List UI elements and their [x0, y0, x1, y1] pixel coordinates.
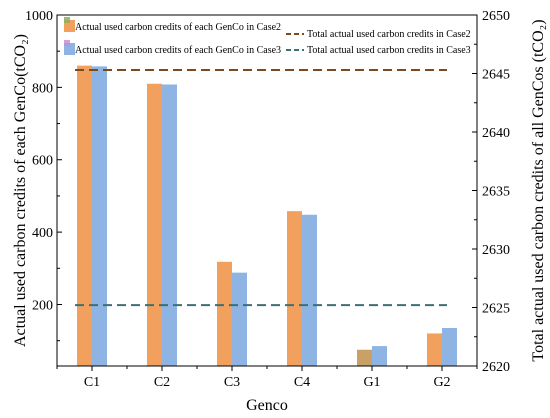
y-right-tick-label: 2635 [482, 185, 510, 200]
legend-label-4: Total actual used carbon credits in Case… [307, 45, 471, 56]
legend-swatch-1 [64, 20, 75, 32]
lines-layer [75, 68, 447, 307]
ticks-layer: 200 400 600 800 1000 2620 2625 2630 2635 2640 2645… [25, 9, 510, 390]
bar-G2-series-2 [442, 328, 457, 366]
bar-C4-series-2 [302, 214, 317, 366]
legend-swatch-accent-3 [64, 40, 70, 46]
legend-swatch-accent-1 [64, 17, 70, 23]
y-right-tick-label: 2640 [482, 126, 510, 141]
x-tick-label: C1 [84, 375, 100, 390]
y-right-tick-label: 2620 [482, 360, 510, 375]
y-right-tick-label: 2630 [482, 243, 510, 258]
y-right-tick-label: 2645 [482, 68, 510, 83]
legend-label-3: Actual used carbon credits of each GenCo… [75, 45, 281, 56]
legend-label-2: Total actual used carbon credits in Case… [307, 29, 471, 40]
bar-C2-series-2 [162, 84, 177, 366]
y-right-tick-label: 2650 [482, 9, 510, 24]
x-tick-label: C4 [294, 375, 310, 390]
bar-C3-series-2 [232, 272, 247, 366]
y-axis-title-left: Actual used carbon credits of each GenCo… [12, 34, 29, 347]
y-right-tick-label: 2625 [482, 302, 510, 317]
plot-frame [56, 14, 478, 367]
bar-C4-series-1 [287, 211, 302, 366]
bar-C1-series-1 [77, 65, 92, 366]
bar-G1-series-2 [372, 346, 387, 366]
x-axis-title: Genco [246, 397, 288, 414]
x-tick-label: G1 [363, 375, 380, 390]
bar-C3-series-1 [217, 261, 232, 366]
bar-C1-series-2 [92, 66, 107, 366]
y-left-tick-label: 400 [32, 226, 53, 241]
legend: Actual used carbon credits of each GenCo… [64, 17, 471, 56]
x-tick-label: C2 [154, 375, 170, 390]
y-left-tick-label: 200 [32, 298, 53, 313]
x-tick-label: C3 [224, 375, 240, 390]
legend-label-1: Actual used carbon credits of each GenCo… [75, 22, 281, 33]
bar-G1-series-1 [357, 349, 372, 366]
y-left-tick-label: 600 [32, 154, 53, 169]
bar-C2-series-1 [147, 83, 162, 367]
x-tick-label: G2 [433, 375, 450, 390]
bar-G2-series-1 [427, 333, 442, 366]
y-left-tick-label: 800 [32, 81, 53, 96]
y-left-tick-label: 1000 [25, 9, 53, 24]
y-axis-title-right: Total actual used carbon credits of all … [530, 19, 547, 361]
legend-swatch-3 [64, 43, 75, 55]
bars-layer [77, 65, 457, 367]
